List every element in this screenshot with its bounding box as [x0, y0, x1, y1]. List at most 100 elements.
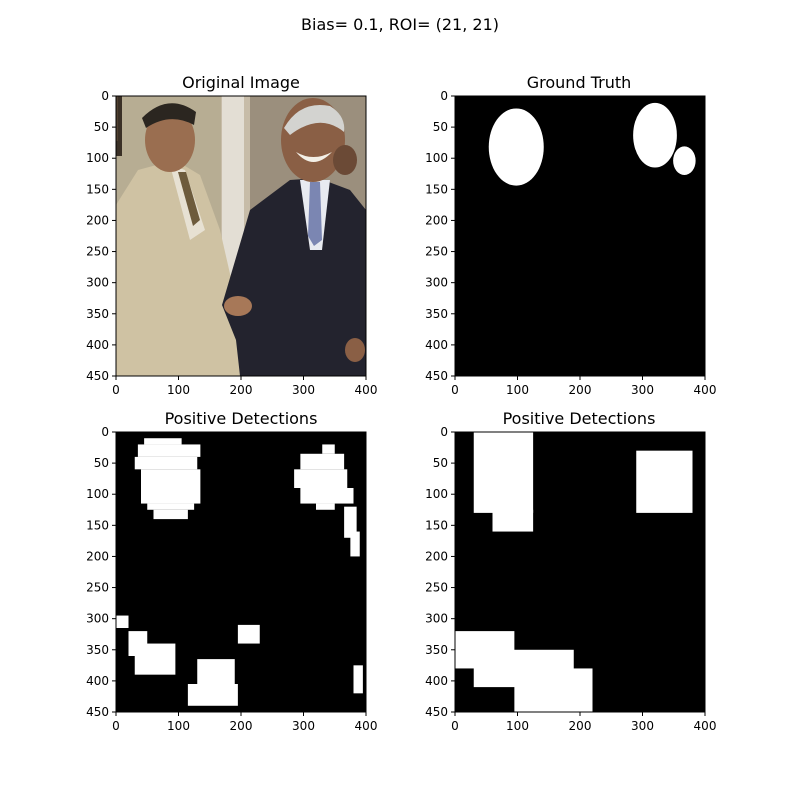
panel-title-positive-detections-right: Positive Detections: [503, 409, 656, 428]
detections-right-ytick-label-250: 250: [425, 581, 448, 595]
original-image-ytick-label-0: 0: [101, 89, 109, 103]
detections-left-region-9: [300, 488, 354, 504]
detections-right-region-1: [492, 509, 534, 532]
photo-frame-edge: [116, 96, 118, 141]
detections-left-ytick-label-0: 0: [101, 425, 109, 439]
panel-title-ground-truth: Ground Truth: [527, 73, 632, 92]
ground-truth-ytick-label-0: 0: [440, 89, 448, 103]
detections-left-ytick-label-400: 400: [86, 674, 109, 688]
ground-truth-xtick-label-0: 0: [451, 383, 459, 397]
detections-left-ytick-label-250: 250: [86, 581, 109, 595]
detections-left-region-19: [353, 665, 363, 694]
detections-right-region-2: [636, 450, 693, 513]
detections-right-xtick-label-200: 200: [569, 719, 592, 733]
panel-positive-detections-left: Positive Detections 0 100 200 300 400 0 50 100 1…: [86, 409, 377, 733]
original-image-ytick-label-250: 250: [86, 245, 109, 259]
original-image-ytick-label-200: 200: [86, 213, 109, 227]
detections-left-region-6: [322, 444, 335, 454]
axes-ground-truth: 0 100 200 300 400 0 50 100 150 200 250 300 350 400 450: [425, 89, 716, 397]
original-image-ytick-label-400: 400: [86, 338, 109, 352]
detections-right-region-5: [514, 668, 593, 712]
detections-left-region-4: [147, 503, 195, 510]
detections-left-xtick-label-0: 0: [112, 719, 120, 733]
detections-left-region-13: [116, 615, 129, 628]
photo-right-hand: [345, 338, 365, 362]
detections-left-ytick-label-150: 150: [86, 518, 109, 532]
original-image-xtick-label-100: 100: [167, 383, 190, 397]
detections-left-ytick-label-200: 200: [86, 549, 109, 563]
original-image-xtick-label-0: 0: [112, 383, 120, 397]
photo-right-tie: [308, 182, 322, 246]
ground-truth-xtick-label-200: 200: [569, 383, 592, 397]
ground-truth-ytick-label-50: 50: [433, 120, 448, 134]
detections-left-xtick-label-200: 200: [230, 719, 253, 733]
ground-truth-ytick-label-300: 300: [425, 276, 448, 290]
detections-right-ytick-label-0: 0: [440, 425, 448, 439]
original-image-xtick-label-300: 300: [292, 383, 315, 397]
detections-left-ytick-label-350: 350: [86, 643, 109, 657]
ground-truth-region-1: [633, 102, 677, 168]
photo-left-face: [145, 108, 195, 172]
original-image-xtick-label-400: 400: [355, 383, 378, 397]
ground-truth-ytick-label-200: 200: [425, 213, 448, 227]
detections-right-ytick-label-450: 450: [425, 705, 448, 719]
ground-truth-ytick-label-100: 100: [425, 151, 448, 165]
original-image-xtick-label-200: 200: [230, 383, 253, 397]
original-image-ytick-label-150: 150: [86, 182, 109, 196]
photo-left-tie: [178, 172, 200, 226]
detections-left-xtick-label-100: 100: [167, 719, 190, 733]
detections-left-region-0: [144, 438, 182, 445]
original-image-ytick-label-100: 100: [86, 151, 109, 165]
detections-left-region-1: [137, 444, 201, 457]
panel-original-image: Original Image: [86, 73, 377, 397]
photo-handshake: [224, 296, 252, 316]
ground-truth-ytick-label-400: 400: [425, 338, 448, 352]
photo-left-hair: [142, 103, 196, 128]
detections-right-ytick-label-400: 400: [425, 674, 448, 688]
ground-truth-ytick-label-350: 350: [425, 307, 448, 321]
detections-right-ytick-label-100: 100: [425, 487, 448, 501]
panel-ground-truth: Ground Truth 0 100 200 300 400 0 50 100 150 200 25…: [425, 73, 716, 397]
original-image-ytick-label-450: 450: [86, 369, 109, 383]
axes-positive-detections-left: 0 100 200 300 400 0 50 100 150 200 250 300 350 400 450: [86, 425, 377, 733]
ground-truth-ytick-label-150: 150: [425, 182, 448, 196]
detections-left-region-17: [197, 659, 235, 688]
detections-left-ytick-label-50: 50: [94, 456, 109, 470]
detections-left-region-18: [187, 684, 238, 706]
ground-truth-xtick-label-100: 100: [506, 383, 529, 397]
axes-positive-detections-right: 0 100 200 300 400 0 50 100 150 200 250 300 350 400 450: [425, 425, 716, 733]
original-image-ytick-label-50: 50: [94, 120, 109, 134]
figure-suptitle: Bias= 0.1, ROI= (21, 21): [301, 15, 499, 34]
ground-truth-xtick-label-300: 300: [631, 383, 654, 397]
detections-left-region-5: [153, 509, 188, 520]
original-image-ytick-label-300: 300: [86, 276, 109, 290]
detections-left-region-2: [134, 456, 198, 470]
detections-right-ytick-label-200: 200: [425, 549, 448, 563]
photo-right-hair: [284, 104, 345, 135]
detections-right-xtick-label-100: 100: [506, 719, 529, 733]
detections-left-region-8: [294, 469, 348, 488]
detections-right-ytick-label-350: 350: [425, 643, 448, 657]
detections-right-xtick-label-300: 300: [631, 719, 654, 733]
photo-right-smile: [296, 152, 332, 162]
ground-truth-xtick-label-400: 400: [694, 383, 717, 397]
ground-truth-ytick-label-450: 450: [425, 369, 448, 383]
detections-right-xtick-label-0: 0: [451, 719, 459, 733]
detections-left-region-16: [237, 624, 260, 644]
detections-left-marks: [116, 438, 363, 706]
panel-positive-detections-right: Positive Detections 0 100 200 300 400 0 50 100 1…: [425, 409, 716, 733]
ground-truth-ytick-label-250: 250: [425, 245, 448, 259]
detections-left-ytick-label-300: 300: [86, 612, 109, 626]
detections-right-ytick-label-50: 50: [433, 456, 448, 470]
detections-right-region-0: [473, 432, 534, 513]
detections-left-ytick-label-100: 100: [86, 487, 109, 501]
photo-background-person: [333, 145, 357, 175]
ground-truth-region-0: [488, 108, 544, 186]
detections-right-ytick-label-150: 150: [425, 518, 448, 532]
detections-left-ytick-label-450: 450: [86, 705, 109, 719]
detections-left-region-12: [350, 531, 360, 557]
detections-left-xtick-label-400: 400: [355, 719, 378, 733]
ground-truth-marks: [488, 102, 696, 186]
original-image-ytick-label-350: 350: [86, 307, 109, 321]
